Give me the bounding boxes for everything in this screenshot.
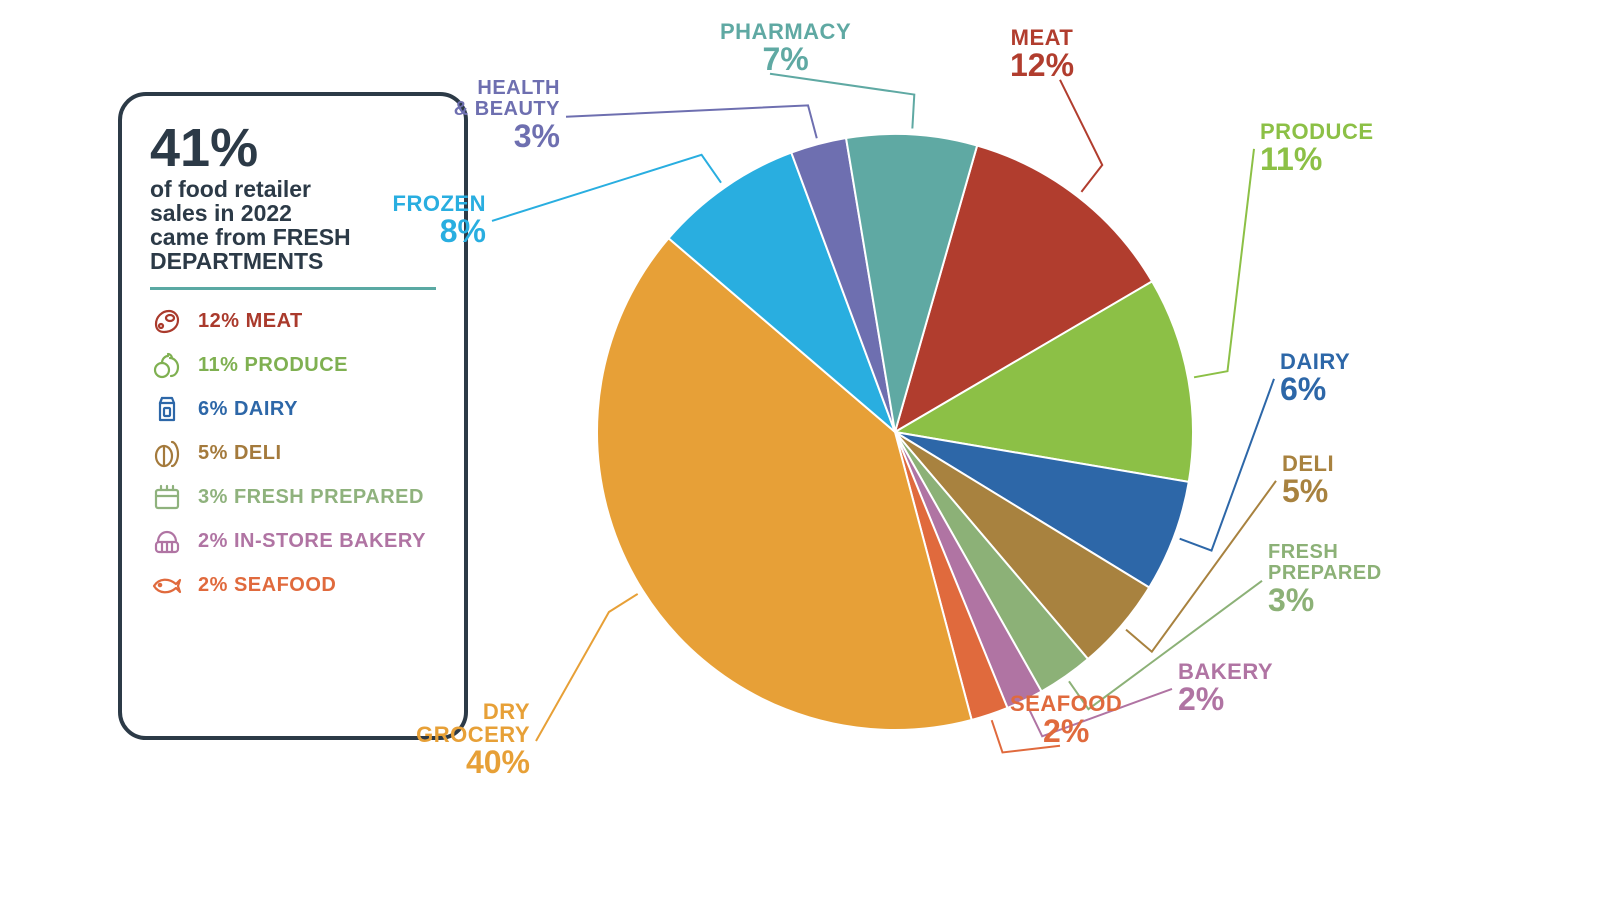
pie-leader [1027, 689, 1172, 736]
pie-leader [536, 594, 638, 741]
pie-leader [1194, 149, 1254, 377]
pie-leader [492, 155, 721, 221]
pie-chart [0, 0, 1600, 897]
pie-leader [992, 720, 1060, 752]
infographic-stage: { "canvas": { "width": 1600, "height": 8… [0, 0, 1600, 897]
pie-leader [1060, 80, 1102, 192]
pie-leader [1180, 379, 1274, 551]
pie-leader [770, 74, 914, 129]
pie-leader [566, 105, 817, 138]
